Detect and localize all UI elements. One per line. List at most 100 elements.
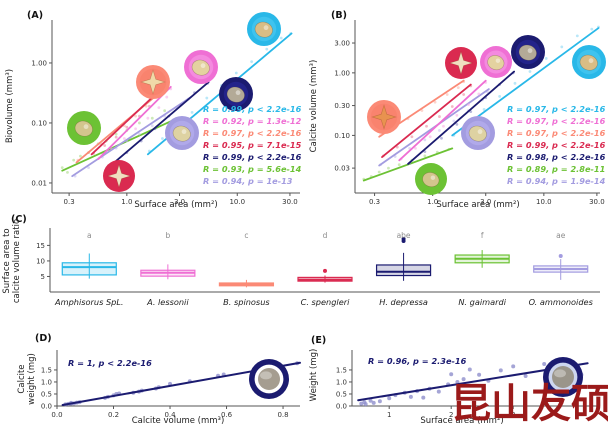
box: [61, 262, 117, 276]
legend-entry: R = 0.99, p < 2.2e-16: [203, 104, 302, 114]
scatter-point: [421, 395, 426, 400]
scatter-point: [250, 60, 254, 64]
y-tick-label: 3.00: [334, 40, 350, 48]
scatter-point: [395, 145, 399, 149]
foram-icon-o--ammonoides: [165, 116, 199, 150]
scatter-point: [79, 154, 82, 158]
scatter-point: [408, 394, 413, 399]
significance-letter: a: [87, 231, 92, 240]
scatter-point: [455, 122, 459, 126]
y-tick-label: 1.0: [41, 378, 52, 386]
panel-letter-D: (D): [35, 333, 52, 344]
x-tick-label: 0.0: [51, 411, 62, 419]
legend-entry: R = 0.97, p < 2.2e-16: [507, 104, 606, 114]
legend-entry: R = 0.89, p = 2.8e-11: [507, 164, 605, 174]
box: [375, 264, 432, 277]
y-tick-label: 0.30: [334, 102, 350, 110]
scatter-point: [467, 367, 472, 372]
scatter-point: [114, 132, 118, 136]
scatter-point: [477, 92, 481, 96]
legend-entry: R = 0.99, p < 2.2e-16: [203, 152, 302, 162]
scatter-point: [498, 95, 502, 98]
scatter-point: [165, 95, 169, 99]
y-tick-label: 5: [41, 273, 45, 281]
scatter-point: [450, 105, 454, 108]
foram-icon-c--spengleri: [103, 160, 135, 192]
scatter-point: [511, 364, 516, 369]
scatter-point: [423, 154, 427, 158]
scatter-series-o--ammonoides: [71, 96, 192, 178]
y-tick-label: 0.10: [31, 119, 47, 127]
x-tick-label: 3: [511, 411, 515, 419]
scatter-point: [150, 124, 154, 128]
foram-icon-o--ammonoides: [461, 116, 495, 150]
x-tick-label: 2: [449, 411, 453, 419]
y-tick-label: 0.03: [334, 165, 350, 173]
scatter-point: [114, 135, 118, 139]
scatter-point: [125, 125, 129, 129]
legend-entry: R = 0.92, p = 1.3e-12: [203, 116, 302, 126]
scatter-series-a--lessonii: [97, 85, 173, 160]
scatter-point: [157, 106, 161, 110]
legend-entry: R = 0.94, p = 1e-13: [203, 176, 293, 186]
scatter-point: [456, 86, 460, 90]
legend-entry: R = 0.97, p < 2.2e-16: [507, 116, 606, 126]
scatter-point: [423, 138, 427, 142]
significance-letter: b: [165, 231, 170, 240]
x-tick-label: 30.0: [589, 198, 605, 206]
category-label: Amphisorus SpL.: [54, 297, 124, 307]
scatter-point: [482, 108, 486, 111]
y-axis-title: Weight (mg): [309, 349, 319, 402]
regression-line: [97, 85, 172, 160]
scatter-point: [433, 100, 437, 104]
y-axis-title: calcite volume ratio: [12, 219, 22, 303]
foram-icon-h--depressa: [543, 357, 583, 397]
scatter-series-h--depressa: [112, 81, 210, 165]
y-axis-title: Biovolume (mm³): [5, 69, 15, 143]
scatter-point: [462, 93, 466, 96]
scatter-point: [461, 377, 466, 382]
category-label: N. gaimardi: [458, 297, 506, 307]
x-tick-label: 3.0: [174, 198, 185, 206]
watermark-text: 昆山友硕: [451, 381, 608, 427]
y-tick-label: 0.5: [41, 390, 52, 398]
x-tick-label: 10.0: [536, 198, 552, 206]
y-tick-label: 1.5: [336, 366, 347, 374]
foram-icon-n--gaimardi: [415, 163, 447, 195]
x-tick-label: 0.3: [369, 198, 380, 206]
scatter-point: [455, 379, 460, 384]
scatter-point: [445, 93, 449, 96]
scatter-point: [542, 361, 547, 366]
scatter-point: [523, 373, 528, 378]
x-tick-label: 3.0: [480, 198, 491, 206]
scatter-point: [371, 400, 376, 405]
scatter-point: [397, 163, 401, 167]
scatter-point: [279, 36, 283, 40]
scatter-point: [410, 135, 414, 139]
y-tick-label: 0.10: [334, 132, 350, 140]
scatter-point: [428, 135, 432, 139]
panel-c: 5 10 15 a Amphisorus SpL. b A. lessonii c B. spi…: [2, 214, 600, 307]
scatter-point: [205, 96, 209, 100]
x-tick-label: 0.6: [221, 411, 233, 419]
scatter-point: [425, 124, 428, 128]
x-axis-title: Surface area (mm²): [134, 200, 217, 210]
boxplot-c--spengleri: [297, 268, 353, 283]
scatter-point: [163, 109, 167, 113]
scatter-point: [60, 166, 64, 170]
scatter-point: [138, 121, 141, 125]
scatter-point: [146, 116, 150, 120]
y-axis-title: Surface area to: [2, 228, 12, 293]
scatter-point: [190, 110, 194, 114]
x-tick-label: 1: [387, 411, 391, 419]
y-axis-title: Calcite volume (mm³): [309, 60, 319, 153]
foram-icon-amphisorus-spl-: [572, 45, 606, 79]
regression-line: [407, 70, 516, 165]
boxplot-b--spinosus: [218, 279, 275, 288]
regression-line: [398, 79, 487, 162]
scatter-point: [234, 71, 238, 75]
x-tick-label: 0.4: [164, 411, 176, 419]
regression-line: [381, 83, 472, 158]
y-axis-title: weight (mg): [27, 353, 37, 405]
